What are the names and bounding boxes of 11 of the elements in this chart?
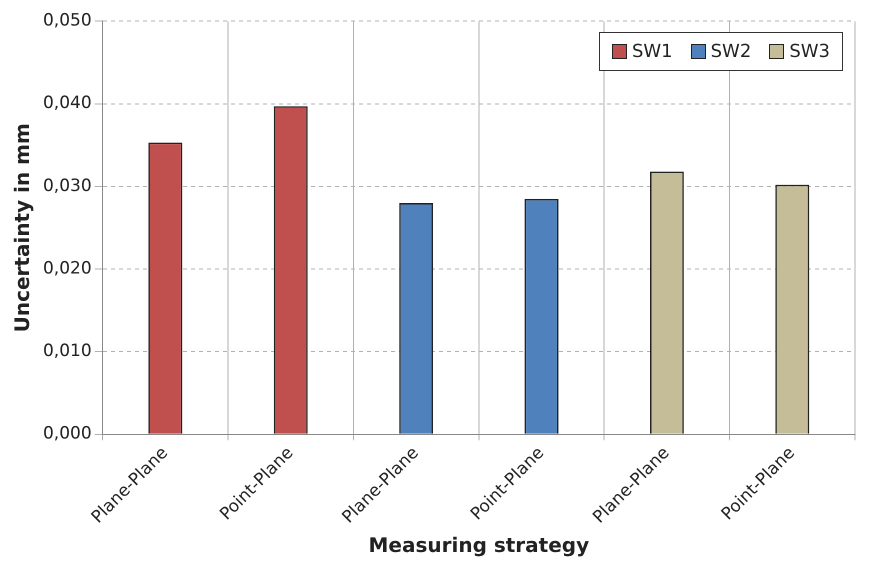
legend-label: SW1 xyxy=(632,41,673,62)
y-tick-label: 0,020 xyxy=(42,258,92,278)
y-tick-label: 0,000 xyxy=(42,424,92,444)
legend-label: SW3 xyxy=(789,41,830,62)
y-axis-title: Uncertainty in mm xyxy=(10,123,34,332)
x-axis-title: Measuring strategy xyxy=(368,533,590,558)
y-tick-label: 0,040 xyxy=(42,93,92,114)
y-tick-label: 0,030 xyxy=(42,176,92,196)
legend-label: SW2 xyxy=(710,41,752,62)
y-tick-label: 0,010 xyxy=(42,341,92,362)
y-tick-label: 0,050 xyxy=(42,10,92,31)
